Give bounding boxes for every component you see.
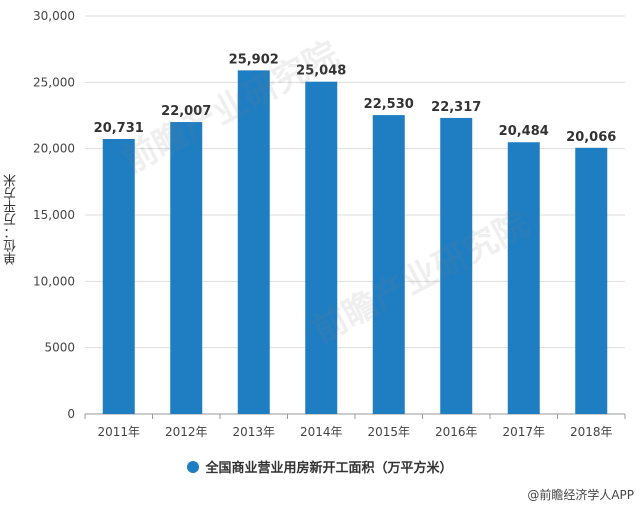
bar[interactable] — [102, 138, 135, 414]
x-tick-label: 2012年 — [165, 425, 208, 439]
data-label: 22,007 — [161, 104, 211, 119]
data-label: 22,317 — [431, 100, 481, 115]
y-tick-label: 10,000 — [33, 274, 75, 288]
data-label: 22,530 — [364, 97, 414, 112]
bar[interactable] — [440, 117, 473, 415]
x-tick-label: 2011年 — [97, 425, 140, 439]
bar[interactable] — [372, 115, 405, 415]
gridlines — [85, 15, 625, 415]
bar[interactable] — [305, 81, 338, 414]
data-label: 25,048 — [296, 64, 346, 79]
y-axis-ticks: 0 5000 10,000 15,000 20,000 25,000 30,000 — [33, 9, 75, 421]
x-tick-label: 2017年 — [502, 425, 545, 439]
x-tick-label: 2018年 — [570, 425, 613, 439]
data-label: 25,902 — [229, 52, 279, 67]
source-credit: @前瞻经济学人APP — [527, 488, 634, 502]
bar[interactable] — [507, 142, 540, 414]
data-label: 20,066 — [566, 130, 616, 145]
y-tick-label: 0 — [67, 407, 75, 421]
legend[interactable]: 全国商业营业用房新开工面积（万平方米） — [0, 457, 640, 476]
x-tick-label: 2013年 — [232, 425, 275, 439]
value-labels: 20,731 22,007 25,902 25,048 22,530 22,317 20,4… — [94, 52, 617, 144]
y-tick-label: 20,000 — [33, 142, 75, 156]
x-tick-label: 2014年 — [300, 425, 343, 439]
y-tick-label: 30,000 — [33, 9, 75, 23]
bar[interactable] — [170, 122, 203, 414]
x-tick-label: 2015年 — [367, 425, 410, 439]
y-tick-label: 25,000 — [33, 75, 75, 89]
y-tick-label: 5000 — [44, 341, 75, 355]
legend-swatch — [187, 461, 200, 473]
bar[interactable] — [575, 147, 608, 414]
x-tick-label: 2016年 — [435, 425, 478, 439]
bars — [102, 70, 608, 415]
bar-chart: 0 5000 10,000 15,000 20,000 25,000 30,000 20,7… — [33, 9, 626, 439]
bar[interactable] — [237, 70, 270, 415]
data-label: 20,731 — [94, 121, 144, 136]
legend-label: 全国商业营业用房新开工面积（万平方米） — [205, 461, 453, 476]
x-axis-ticks: 2011年 2012年 2013年 2014年 2015年 2016年 2017年 2018年 — [84, 414, 626, 439]
data-label: 20,484 — [499, 124, 549, 139]
y-axis-label: 单位：万平方米 — [4, 174, 19, 266]
y-tick-label: 15,000 — [33, 208, 75, 222]
